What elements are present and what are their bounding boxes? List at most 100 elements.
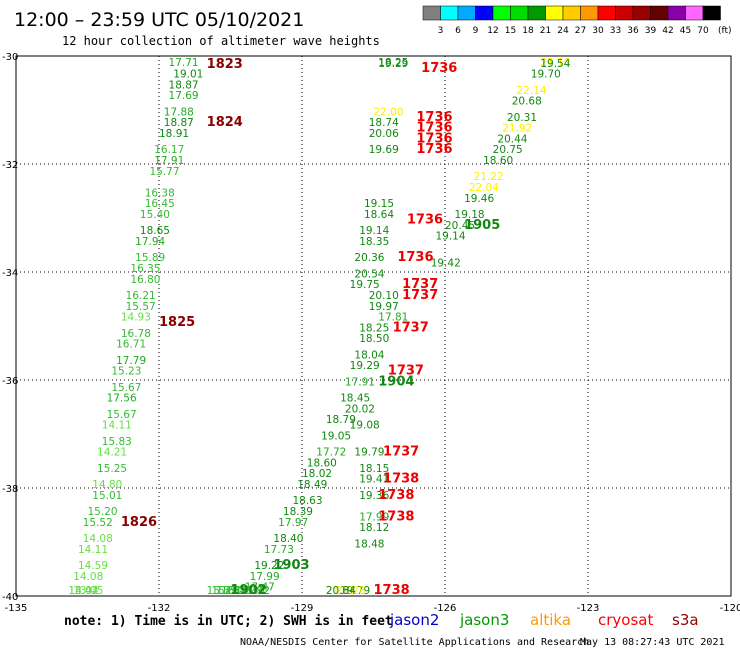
- legend-swatch: [475, 5, 494, 21]
- legend-label: 45: [680, 26, 691, 36]
- wave-height-label: 13.05: [73, 585, 103, 597]
- x-tick-label: -120: [720, 603, 740, 614]
- footer-credit: NOAA/NESDIS Center for Satellite Applica…: [240, 637, 589, 648]
- legend-swatch: [422, 5, 441, 21]
- wave-height-label: 15.67: [111, 382, 141, 394]
- chart-subtitle: 12 hour collection of altimeter wave hei…: [62, 34, 380, 48]
- wave-height-label: 15.67: [107, 409, 137, 421]
- legend-swatch: [702, 5, 721, 21]
- legend-swatch: [615, 5, 634, 21]
- wave-height-label: 18.65: [140, 225, 170, 237]
- wave-height-label: 20.02: [345, 403, 375, 415]
- wave-height-label: 18.15: [359, 463, 389, 475]
- wave-height-label: 17.79: [116, 355, 146, 367]
- wave-height-label: 21.22: [474, 171, 504, 183]
- wave-height-label: 16.45: [145, 198, 175, 210]
- track-time-label: 1736: [416, 131, 452, 146]
- track-time-label: 1737: [402, 277, 438, 292]
- wave-height-label: 17.94: [135, 236, 165, 248]
- track-time-label: 1738: [378, 488, 414, 503]
- legend-label: 36: [627, 26, 639, 36]
- track-time-label: 1737: [388, 364, 424, 379]
- wave-height-label: 18.87: [169, 79, 199, 91]
- legend-label: 21: [540, 26, 551, 36]
- wave-height-label: 14.80: [92, 479, 122, 491]
- y-tick-label: -36: [2, 376, 18, 387]
- wave-height-label: 14.08: [83, 533, 113, 545]
- x-tick-label: -132: [148, 603, 171, 614]
- track-time-label: 1904: [378, 374, 414, 389]
- wave-height-label: 16.03: [221, 585, 251, 597]
- wave-height-label: 19.79: [354, 447, 384, 459]
- y-tick-label: -40: [2, 592, 18, 603]
- wave-height-label: 21.17: [326, 585, 356, 597]
- satellite-label-altika: altika: [530, 611, 571, 629]
- wave-height-label: 19.14: [359, 225, 389, 237]
- wave-height-label: 17.91: [154, 155, 184, 167]
- wave-height-label: 15.89: [135, 252, 165, 264]
- legend-swatch: [580, 5, 599, 21]
- track-time-label: 1736: [416, 110, 452, 125]
- wave-height-labels: 17.7119.0118.8717.6917.8818.8718.9116.17…: [68, 57, 570, 597]
- wave-height-label: 17.88: [164, 106, 194, 118]
- track-time-label: 1824: [207, 115, 243, 130]
- wave-height-label: 18.25: [378, 57, 408, 69]
- wave-height-label: 19.69: [369, 144, 399, 156]
- y-tick-label: -34: [2, 268, 18, 279]
- track-time-label: 1736: [407, 212, 443, 227]
- legend-swatch: [685, 5, 704, 21]
- track-time-label: 1736: [397, 250, 433, 265]
- wave-height-label: 18.35: [359, 236, 389, 248]
- wave-height-label: 15.23: [111, 366, 141, 378]
- satellite-label-s3a: s3a: [672, 611, 699, 629]
- wave-height-label: 18.48: [354, 538, 384, 550]
- wave-height-label: 19.75: [350, 279, 380, 291]
- legend-label: 12: [487, 26, 498, 36]
- wave-height-label: 17.71: [169, 57, 199, 69]
- track-time-label: 1905: [464, 218, 500, 233]
- wave-height-label: 19.46: [464, 193, 494, 205]
- wave-height-label: 19.79: [340, 585, 370, 597]
- track-time-label: 1736: [416, 142, 452, 157]
- wave-height-label: 17.91: [345, 376, 375, 388]
- wave-height-label: 21.92: [502, 123, 532, 135]
- track-time-label: 1903: [273, 558, 309, 573]
- axis-ticks: -135 -132 -129 -126 -123 -120 -30 -32 -34 -36 -38 -…: [2, 52, 740, 614]
- wave-height-label: 17.73: [264, 544, 294, 556]
- track-time-label: 1823: [207, 57, 243, 72]
- x-tick-label: -126: [434, 603, 457, 614]
- track-time-label: 1826: [121, 515, 157, 530]
- x-tick-label: -135: [5, 603, 28, 614]
- wave-height-label: 17.72: [316, 447, 346, 459]
- satellite-label-jason2: jason2: [389, 611, 439, 629]
- track-time-label: 1738: [378, 509, 414, 524]
- wave-height-label: 17.99: [359, 511, 389, 523]
- wave-height-label: 19.42: [431, 258, 461, 270]
- wave-height-label: 14.21: [97, 447, 127, 459]
- legend-swatch: [545, 5, 564, 21]
- wave-height-label: 20.84: [326, 585, 356, 597]
- wave-height-label: 17.69: [169, 90, 199, 102]
- wave-height-label: 15.25: [97, 463, 127, 475]
- wave-height-label: 15.52: [83, 517, 113, 529]
- track-time-label: 1737: [393, 320, 429, 335]
- wave-height-label: 21.10: [540, 57, 570, 69]
- x-tick-label: -129: [291, 603, 314, 614]
- legend-label: 42: [662, 26, 673, 36]
- wave-height-label: 15.81: [211, 585, 241, 597]
- wave-height-label: 18.91: [159, 128, 189, 140]
- footer-timestamp: May 13 08:27:43 UTC 2021: [580, 637, 725, 648]
- wave-height-label: 22.00: [374, 106, 404, 118]
- color-legend: 3 6 9 12 15 18 21 24 27 30 33 36 39 42 45 70: [422, 5, 721, 36]
- satellite-label-cryosat: cryosat: [598, 611, 653, 629]
- footer-note: note: 1) Time is in UTC; 2) SWH is in fe…: [64, 614, 393, 629]
- wave-height-label: 19.14: [435, 231, 465, 243]
- wave-height-label: 17.97: [278, 517, 308, 529]
- wave-height-label: 15.40: [140, 209, 170, 221]
- wave-height-label: 19.29: [378, 58, 408, 70]
- wave-height-label: 22.04: [469, 182, 499, 194]
- wave-height-label: 18.50: [359, 333, 389, 345]
- wave-height-label: 14.59: [78, 560, 108, 572]
- wave-height-label: 19.15: [364, 198, 394, 210]
- wave-height-label: 20.36: [354, 252, 384, 264]
